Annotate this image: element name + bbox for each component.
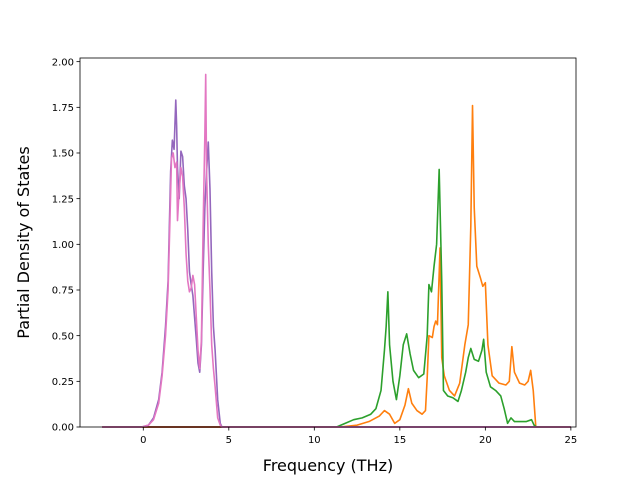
series-line-6 — [102, 73, 571, 428]
x-axis-ticks: 0 5 10 15 20 25 — [140, 427, 577, 446]
y-tick-label: 0.75 — [52, 286, 74, 297]
y-axis-ticks: 0.00 0.25 0.50 0.75 1.00 1.25 1.50 1.75 2.00 — [52, 57, 80, 434]
series-line-3 — [102, 168, 571, 428]
y-tick-label: 0.25 — [52, 377, 74, 388]
y-tick-label: 1.75 — [52, 103, 74, 114]
series-line-5 — [102, 99, 571, 428]
y-tick-label: 1.00 — [52, 240, 74, 251]
y-tick-label: 0.50 — [52, 331, 74, 342]
x-tick-label: 5 — [226, 435, 232, 446]
x-tick-label: 25 — [565, 435, 578, 446]
x-tick-label: 20 — [479, 435, 492, 446]
x-axis-label: Frequency (THz) — [263, 456, 393, 475]
y-tick-label: 0.00 — [52, 423, 74, 434]
plot-frame — [79, 57, 577, 428]
y-tick-label: 1.50 — [52, 149, 74, 160]
x-tick-label: 10 — [308, 435, 321, 446]
series-line-2 — [102, 104, 571, 428]
y-tick-label: 2.00 — [52, 57, 74, 68]
y-tick-label: 1.25 — [52, 194, 74, 205]
y-axis-label: Partial Density of States — [14, 146, 33, 338]
plot-lines — [102, 73, 571, 428]
x-tick-label: 0 — [140, 435, 146, 446]
x-tick-label: 15 — [393, 435, 406, 446]
